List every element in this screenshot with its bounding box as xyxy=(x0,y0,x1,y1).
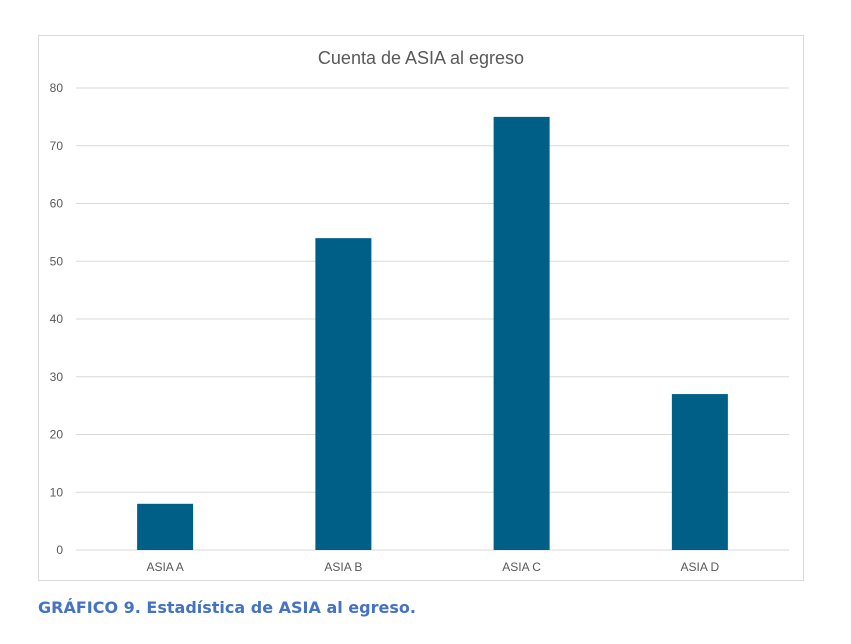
x-tick-label-asia-c: ASIA C xyxy=(502,560,541,574)
bar-chart-plot: 0 10 20 30 40 50 60 70 80 ASIA A ASIA B ASIA C ASIA … xyxy=(50,81,789,574)
bar-asia-a xyxy=(137,503,194,550)
bar-asia-c xyxy=(493,116,550,550)
bar-asia-b xyxy=(315,238,372,550)
y-tick-label-40: 40 xyxy=(50,312,64,326)
y-tick-label-50: 50 xyxy=(50,254,64,268)
y-tick-label-80: 80 xyxy=(50,81,64,95)
figure-caption: GRÁFICO 9. Estadística de ASIA al egreso… xyxy=(38,598,416,617)
x-tick-label-asia-d: ASIA D xyxy=(681,560,720,574)
y-tick-label-60: 60 xyxy=(50,197,64,211)
y-tick-label-30: 30 xyxy=(50,370,64,384)
y-tick-label-10: 10 xyxy=(50,485,64,499)
chart-frame: Cuenta de ASIA al egreso 0 10 20 30 40 50 60 70… xyxy=(38,35,804,581)
chart-title: Cuenta de ASIA al egreso xyxy=(317,48,525,68)
x-tick-label-asia-b: ASIA B xyxy=(324,560,362,574)
y-tick-label-70: 70 xyxy=(50,139,64,153)
y-tick-label-20: 20 xyxy=(50,428,64,442)
bar-asia-d xyxy=(671,394,728,550)
y-tick-label-0: 0 xyxy=(56,543,63,557)
x-tick-label-asia-a: ASIA A xyxy=(146,560,183,574)
